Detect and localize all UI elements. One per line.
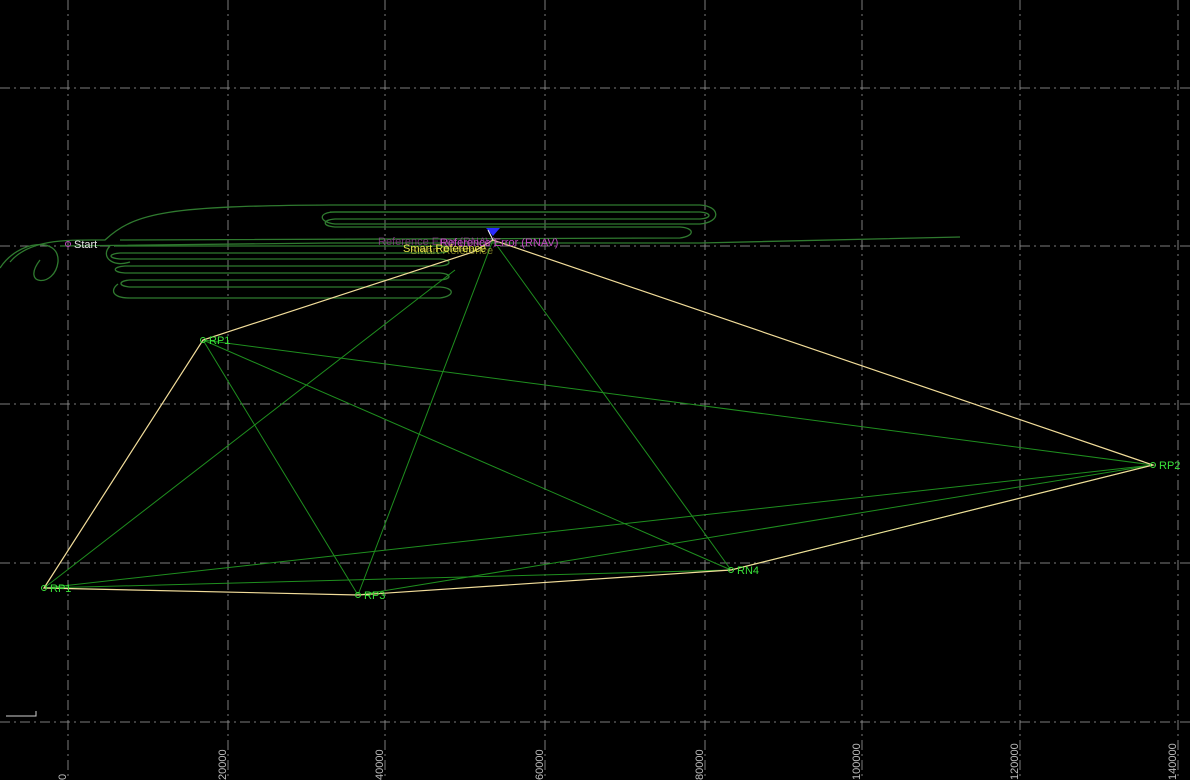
point-markers <box>41 228 1156 598</box>
range-line <box>202 339 1154 466</box>
scale-corner-mark <box>6 711 37 717</box>
x-tick-label: 20000 <box>217 749 229 780</box>
track-outer-loop <box>9 204 717 263</box>
x-tick-label: 80000 <box>694 749 706 780</box>
start-label: Start <box>74 239 97 251</box>
rp-label: RN4 <box>737 565 759 577</box>
rp-marker[interactable] <box>41 585 47 591</box>
rp-label: RP2 <box>1159 460 1180 472</box>
range-line <box>202 339 732 571</box>
rp-label: RP3 <box>364 590 385 602</box>
x-axis-ticks: 0 20000 40000 60000 80000 100000 120000 … <box>57 743 1179 780</box>
range-line <box>43 569 732 589</box>
reference-error-label-front: Reference Error (RNAV) <box>440 237 558 249</box>
x-tick-label: 120000 <box>1009 743 1021 780</box>
rp-label: RP1 <box>50 583 71 595</box>
track-tail <box>59 236 961 247</box>
vehicle-heading <box>487 229 494 241</box>
x-tick-label: 40000 <box>374 749 386 780</box>
range-line <box>202 339 359 596</box>
rp-marker[interactable] <box>200 337 206 343</box>
smart-reference-overlap-label: Smart Reference <box>410 245 493 257</box>
rp-marker[interactable] <box>1150 462 1156 468</box>
x-tick-label: 140000 <box>1167 743 1179 780</box>
x-tick-label: 0 <box>57 774 69 780</box>
track-left-turn <box>105 245 131 265</box>
x-tick-label: 100000 <box>851 743 863 780</box>
rp-marker[interactable] <box>728 567 734 573</box>
range-lines <box>43 239 1154 596</box>
boundary-polygon <box>42 239 1156 596</box>
rp-label: RP1 <box>209 335 230 347</box>
rp-marker[interactable] <box>355 592 361 598</box>
range-line <box>357 464 1154 596</box>
triangle-marker-icon <box>486 228 500 236</box>
x-tick-label: 60000 <box>534 749 546 780</box>
survey-track <box>0 204 961 299</box>
range-line <box>43 464 1154 589</box>
track-start-loop <box>0 243 59 282</box>
range-line <box>492 239 732 571</box>
point-labels: Start RP1 RP2 RP1 RP3 RN4 Reference Erro… <box>50 236 1180 602</box>
range-line <box>357 239 494 596</box>
range-line <box>43 269 456 589</box>
track-upper-lanes <box>119 211 710 241</box>
reference-error-label: Reference Error (RNAV) <box>378 236 496 248</box>
start-marker[interactable] <box>65 241 71 247</box>
track-lower-lanes <box>110 245 452 299</box>
smart-reference-label: Smart Reference <box>403 243 486 255</box>
